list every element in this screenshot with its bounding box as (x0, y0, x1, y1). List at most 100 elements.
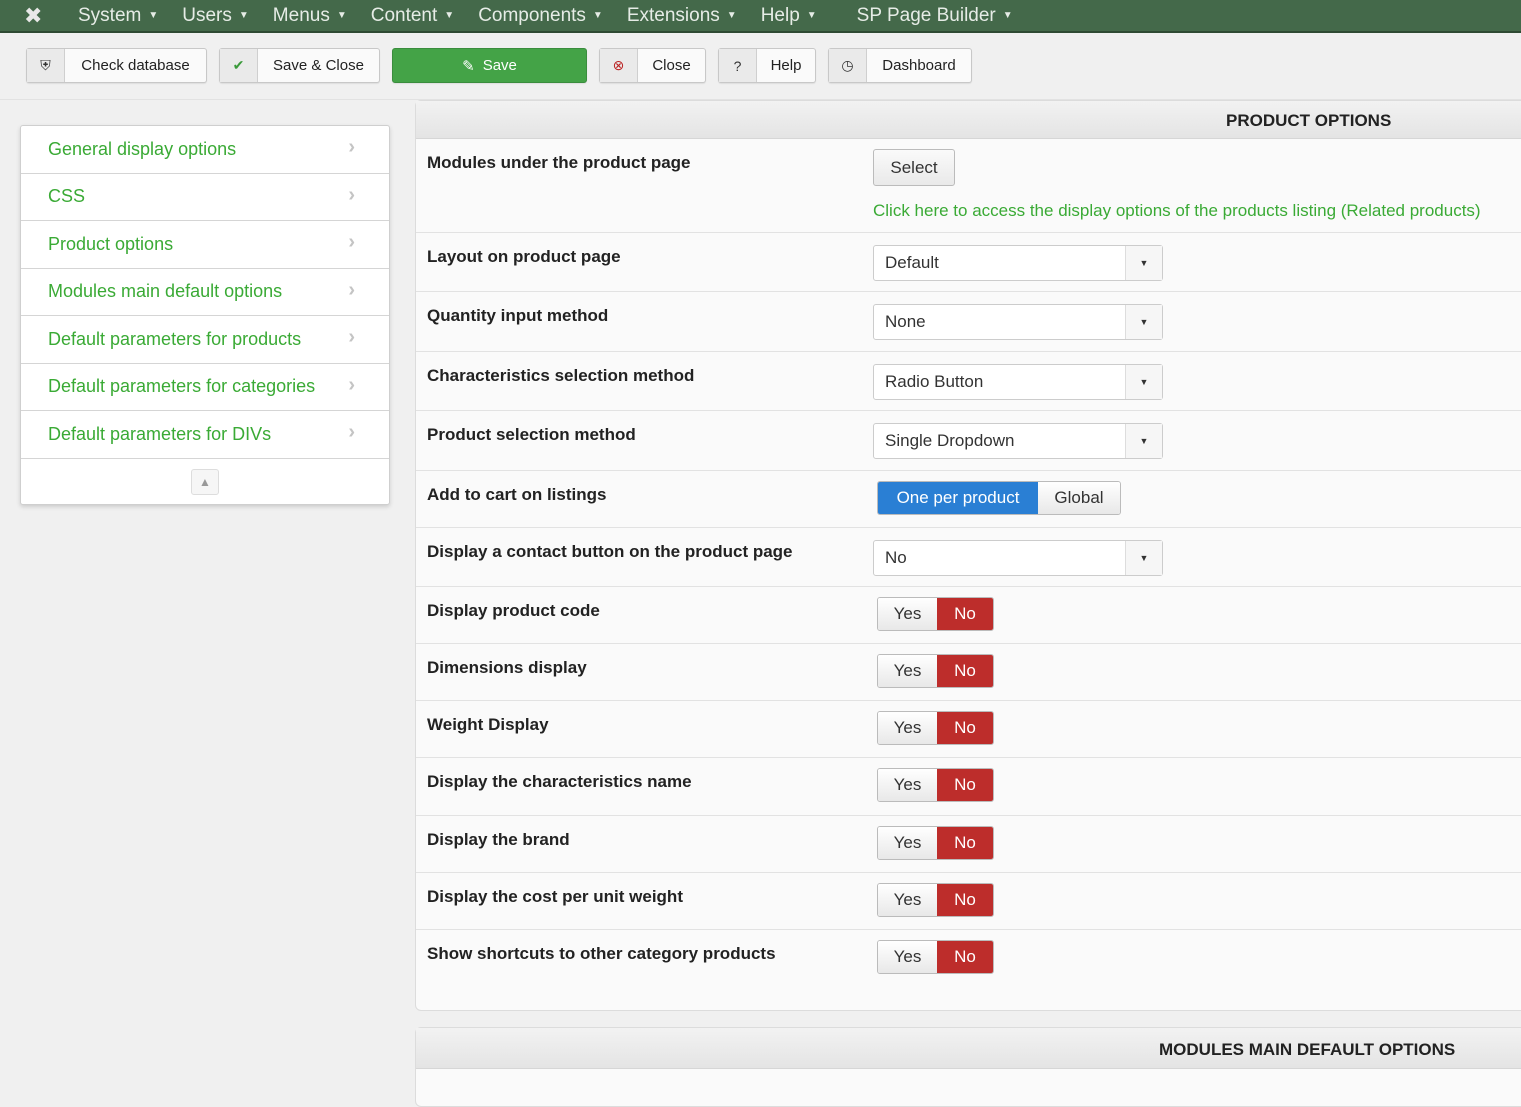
option-row: Display the cost per unit weight Yes No (416, 873, 1521, 930)
sidebar-item[interactable]: CSS › (21, 174, 389, 221)
nav-menu-label: Users (182, 4, 232, 26)
sidebar-item-label: Modules main default options (48, 281, 283, 302)
caret-down-icon: ▼ (1002, 10, 1013, 21)
nav-menu-system[interactable]: System ▼ (78, 5, 158, 27)
toggle-yes[interactable]: Yes (878, 598, 937, 630)
caret-down-icon: ▼ (1125, 541, 1162, 575)
question-icon: ? (719, 49, 757, 82)
segment-global[interactable]: Global (1038, 482, 1120, 514)
row-label: Layout on product page (427, 247, 621, 266)
sidebar-item-label: Default parameters for categories (48, 376, 316, 397)
dropdown-select[interactable]: Default ▼ (873, 245, 1163, 281)
sidebar-item[interactable]: Product options › (21, 221, 389, 269)
dropdown-select[interactable]: None ▼ (873, 304, 1163, 340)
option-row: Weight Display Yes No (416, 701, 1521, 758)
dropdown-select[interactable]: No ▼ (873, 540, 1163, 576)
help-button[interactable]: ? Help (718, 48, 816, 83)
toggle-no[interactable]: No (937, 712, 993, 744)
eject-icon: ▲ (199, 475, 211, 489)
dashboard-button[interactable]: ◷ Dashboard (828, 48, 972, 83)
nav-menu-help[interactable]: Help ▼ (761, 5, 817, 27)
option-row: Product selection method Single Dropdown ▼ (416, 411, 1521, 471)
caret-down-icon: ▼ (1125, 365, 1162, 399)
close-button[interactable]: ⊗ Close (599, 48, 706, 83)
nav-menu-components[interactable]: Components ▼ (478, 5, 603, 27)
yes-no-toggle: Yes No (877, 597, 994, 631)
toggle-no[interactable]: No (937, 598, 993, 630)
nav-menu-label: Help (760, 4, 800, 26)
caret-down-icon: ▼ (444, 10, 455, 21)
dropdown-select[interactable]: Single Dropdown ▼ (873, 423, 1163, 459)
sidebar-item-label: General display options (48, 138, 237, 159)
caret-down-icon: ▼ (806, 10, 817, 21)
option-row: Dimensions display Yes No (416, 644, 1521, 701)
panel-title: PRODUCT OPTIONS (1226, 111, 1392, 130)
nav-menu-label: SP Page Builder (856, 4, 996, 26)
dropdown-select[interactable]: Radio Button ▼ (873, 364, 1163, 400)
sidebar-item[interactable]: Default parameters for DIVs › (21, 411, 389, 459)
modules-main-panel: MODULES MAIN DEFAULT OPTIONS (415, 1027, 1521, 1107)
toggle-yes[interactable]: Yes (878, 941, 937, 973)
sidebar-item-label: Default parameters for DIVs (48, 423, 272, 444)
chevron-right-icon: › (348, 326, 355, 348)
toggle-no[interactable]: No (937, 941, 993, 973)
sidebar-item[interactable]: Default parameters for categories › (21, 364, 389, 411)
save-close-button[interactable]: ✔ Save & Close (219, 48, 380, 83)
save-button[interactable]: ✎ Save (392, 48, 587, 83)
row-label: Dimensions display (427, 658, 587, 677)
option-row: Display product code Yes No (416, 587, 1521, 644)
caret-down-icon: ▼ (148, 10, 159, 21)
nav-menu-label: Components (478, 4, 586, 26)
caret-down-icon: ▼ (592, 10, 603, 21)
toggle-no[interactable]: No (937, 655, 993, 687)
toggle-yes[interactable]: Yes (878, 712, 937, 744)
row-label: Weight Display (427, 715, 549, 734)
sidebar-item[interactable]: Modules main default options › (21, 269, 389, 316)
nav-menu-label: System (78, 4, 142, 26)
toggle-no[interactable]: No (937, 827, 993, 859)
nav-menu-users[interactable]: Users ▼ (182, 5, 249, 27)
toggle-yes[interactable]: Yes (878, 884, 937, 916)
toggle-yes[interactable]: Yes (878, 769, 937, 801)
nav-menu-content[interactable]: Content ▼ (371, 5, 454, 27)
option-row: Show shortcuts to other category product… (416, 930, 1521, 987)
option-row: Display the characteristics name Yes No (416, 758, 1521, 816)
select-modules-button[interactable]: Select (873, 149, 955, 186)
toggle-no[interactable]: No (937, 769, 993, 801)
toggle-yes[interactable]: Yes (878, 827, 937, 859)
segment-one-per-product[interactable]: One per product (878, 482, 1038, 514)
selected-value: None (885, 312, 926, 331)
row-label: Characteristics selection method (427, 366, 695, 385)
toggle-yes[interactable]: Yes (878, 655, 937, 687)
modules-row: Modules under the product page Select Cl… (416, 139, 1521, 233)
nav-menu-extensions[interactable]: Extensions ▼ (627, 5, 737, 27)
nav-menu-sp-page-builder[interactable]: SP Page Builder ▼ (857, 5, 1013, 27)
chevron-right-icon: › (348, 136, 355, 158)
edit-icon: ✎ (462, 57, 475, 75)
toggle-no[interactable]: No (937, 884, 993, 916)
yes-no-toggle: Yes No (877, 711, 994, 745)
row-label: Display the brand (427, 830, 570, 849)
selected-value: Single Dropdown (885, 431, 1015, 450)
option-row: Layout on product page Default ▼ (416, 233, 1521, 292)
option-row: Display a contact button on the product … (416, 528, 1521, 587)
panel-title: MODULES MAIN DEFAULT OPTIONS (1159, 1040, 1456, 1059)
check-database-button[interactable]: ⛨ Check database (26, 48, 207, 83)
toolbar: ⛨ Check database ✔ Save & Close ✎ Save ⊗ Clo… (0, 35, 1521, 100)
chevron-right-icon: › (348, 421, 355, 443)
close-circle-icon: ⊗ (600, 49, 638, 82)
row-label: Product selection method (427, 425, 636, 444)
nav-menu-menus[interactable]: Menus ▼ (273, 5, 347, 27)
sidebar-item[interactable]: General display options › (21, 126, 389, 174)
joomla-logo-icon[interactable]: ✖ (24, 2, 43, 28)
related-products-link[interactable]: Click here to access the display options… (873, 201, 1481, 220)
scroll-top-button[interactable]: ▲ (191, 469, 219, 495)
option-row: Quantity input method None ▼ (416, 292, 1521, 352)
row-label: Display the characteristics name (427, 772, 692, 791)
row-label: Show shortcuts to other category product… (427, 944, 776, 963)
caret-down-icon: ▼ (726, 10, 737, 21)
row-label: Display a contact button on the product … (427, 542, 793, 561)
yes-no-toggle: Yes No (877, 940, 994, 974)
sidebar-item[interactable]: Default parameters for products › (21, 316, 389, 364)
chevron-right-icon: › (348, 278, 355, 301)
